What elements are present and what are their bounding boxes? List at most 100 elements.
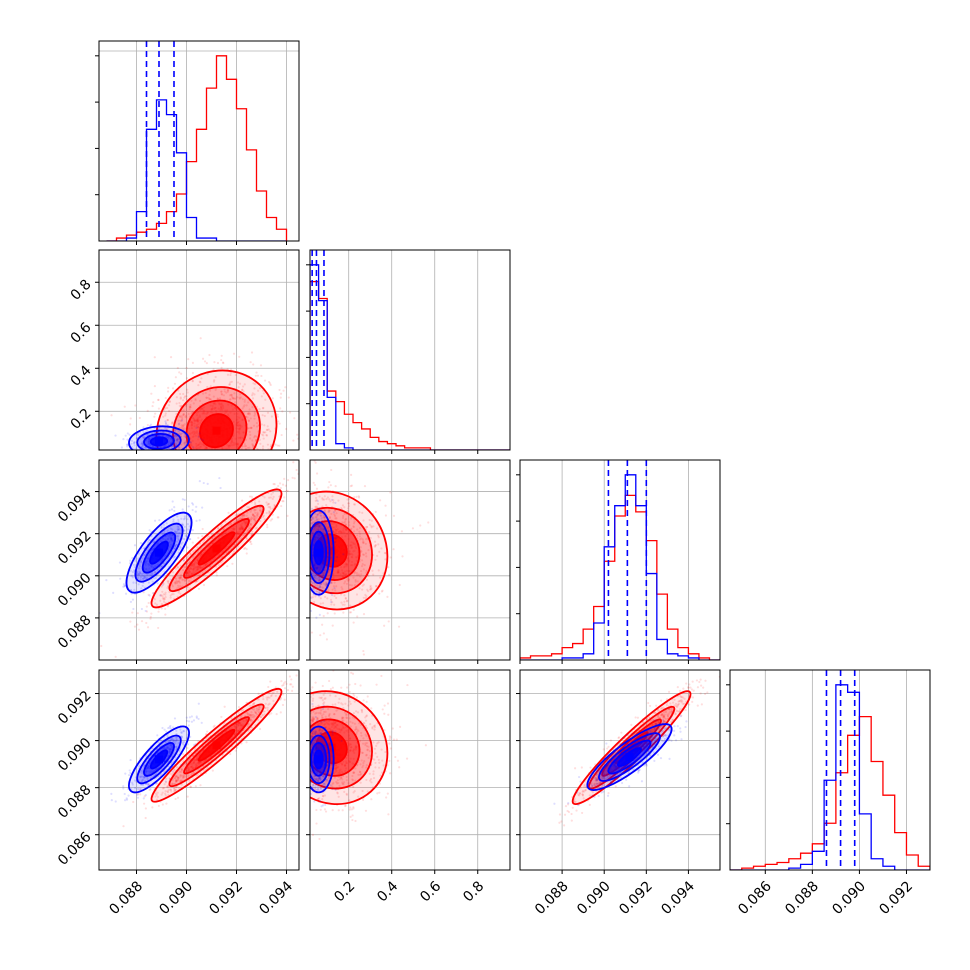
sample-point — [311, 507, 314, 510]
sample-point — [291, 685, 294, 688]
hist-series — [730, 670, 930, 870]
sample-point — [171, 500, 174, 503]
sample-point — [197, 384, 200, 387]
sample-point — [310, 518, 313, 522]
sample-point — [164, 427, 167, 430]
sample-point — [161, 595, 164, 598]
sample-point — [201, 571, 204, 574]
sample-point — [354, 579, 357, 582]
sample-point — [128, 433, 131, 436]
scatter-layer — [110, 674, 298, 828]
sample-point — [162, 593, 165, 596]
sample-point — [278, 388, 281, 392]
sample-point — [313, 575, 316, 578]
sample-point — [243, 383, 246, 386]
sample-point — [135, 581, 138, 585]
sample-point — [247, 401, 250, 404]
sample-point — [177, 537, 180, 540]
sample-point — [162, 597, 166, 600]
sample-point — [188, 525, 191, 528]
sample-point — [195, 505, 198, 508]
sample-point — [123, 405, 126, 408]
sample-point — [248, 413, 251, 416]
sample-point — [251, 439, 254, 442]
sample-point — [176, 438, 179, 441]
sample-point — [344, 597, 347, 600]
sample-point — [248, 446, 251, 449]
sample-point — [174, 567, 178, 570]
sample-point — [367, 574, 370, 577]
sample-point — [176, 580, 179, 583]
sample-point — [328, 509, 331, 512]
sample-point — [374, 558, 377, 561]
sample-point — [131, 576, 134, 579]
sample-point — [380, 547, 383, 550]
sample-point — [283, 477, 286, 480]
sample-point — [164, 591, 167, 594]
sample-point — [138, 565, 142, 568]
sample-point — [305, 400, 307, 402]
sample-point — [145, 573, 148, 576]
y-tick-label: 0.4 — [68, 363, 95, 390]
sample-point — [321, 527, 325, 531]
sample-point — [344, 596, 347, 600]
sample-point — [201, 527, 204, 531]
sample-point — [333, 603, 336, 606]
y-tick-label: 0.088 — [55, 612, 95, 652]
peak-marker-red — [212, 426, 221, 435]
sample-point — [318, 586, 321, 589]
sample-point — [166, 419, 169, 422]
sample-point — [186, 522, 189, 526]
sample-point — [178, 371, 181, 374]
sample-point — [191, 371, 194, 375]
panel-p3-hist — [516, 459, 721, 664]
sample-point — [253, 515, 256, 518]
sample-point — [312, 571, 315, 574]
sample-point — [356, 573, 359, 577]
sample-point — [347, 578, 350, 581]
sample-point — [130, 439, 134, 442]
sample-point — [260, 423, 263, 426]
sample-point — [248, 408, 251, 411]
sample-point — [140, 561, 143, 564]
sample-point — [282, 682, 286, 685]
sample-point — [185, 416, 188, 419]
sample-point — [183, 578, 186, 581]
sample-point — [152, 540, 155, 544]
sample-point — [173, 545, 177, 548]
sample-point — [177, 580, 180, 583]
sample-point — [245, 548, 248, 551]
sample-point — [208, 389, 212, 392]
sample-point — [157, 610, 160, 613]
sample-point — [329, 548, 333, 551]
sample-point — [141, 444, 144, 447]
sample-point — [180, 573, 183, 577]
sample-point — [368, 530, 371, 534]
sample-point — [249, 361, 252, 364]
sample-point — [295, 674, 298, 677]
sample-point — [173, 434, 176, 437]
sample-point — [156, 568, 159, 571]
sample-point — [164, 412, 167, 415]
sample-point — [253, 517, 256, 520]
sample-point — [335, 536, 338, 539]
sample-point — [233, 392, 236, 395]
sample-point — [319, 575, 322, 578]
sample-point — [344, 580, 347, 583]
y-tick-label: 0.2 — [68, 406, 95, 433]
sample-point — [361, 563, 364, 566]
sample-point — [314, 574, 317, 577]
sample-point — [178, 414, 181, 418]
sample-point — [119, 577, 122, 580]
sample-point — [241, 514, 244, 517]
sample-point — [179, 576, 182, 579]
sample-point — [255, 425, 259, 428]
sample-point — [175, 435, 178, 438]
sample-point — [181, 522, 184, 525]
sample-point — [156, 582, 159, 585]
sample-point — [290, 689, 294, 692]
sample-point — [315, 574, 318, 577]
sample-point — [275, 713, 278, 716]
sample-point — [310, 569, 313, 572]
sample-point — [130, 442, 133, 445]
